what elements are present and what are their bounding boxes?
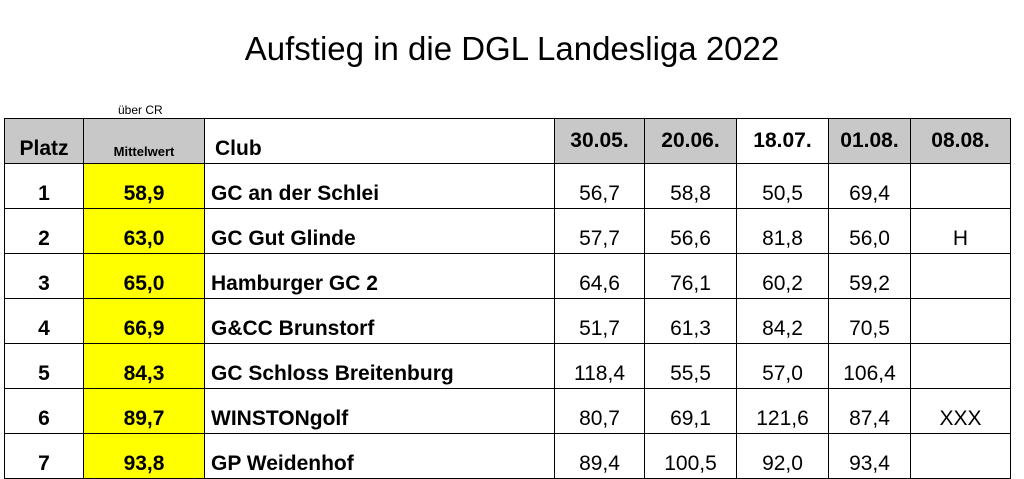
cr-note: über CR bbox=[118, 103, 163, 117]
row-platz: 2 bbox=[4, 208, 84, 254]
row-score: 57,7 bbox=[554, 208, 645, 254]
row-platz: 3 bbox=[4, 253, 84, 299]
row-score: 92,0 bbox=[736, 433, 829, 479]
row-score: 89,4 bbox=[554, 433, 645, 479]
page-title: Aufstieg in die DGL Landesliga 2022 bbox=[244, 30, 780, 67]
row-score: 80,7 bbox=[554, 388, 645, 434]
row-score bbox=[910, 433, 1011, 479]
header-mittelwert: Mittelwert bbox=[83, 118, 205, 164]
row-score: 61,3 bbox=[644, 298, 737, 344]
row-club: WINSTONgolf bbox=[204, 388, 555, 434]
row-platz: 7 bbox=[4, 433, 84, 479]
row-score: 76,1 bbox=[644, 253, 737, 299]
header-date-4: 01.08. bbox=[828, 118, 911, 164]
row-club: GC an der Schlei bbox=[204, 163, 555, 209]
table-row: 3 65,0 Hamburger GC 2 64,6 76,1 60,2 59,… bbox=[4, 253, 1011, 299]
table-row: 1 58,9 GC an der Schlei 56,7 58,8 50,5 6… bbox=[4, 163, 1011, 209]
row-mittelwert: 93,8 bbox=[83, 433, 205, 479]
header-platz: Platz bbox=[4, 118, 84, 164]
row-club: G&CC Brunstorf bbox=[204, 298, 555, 344]
table-row: 5 84,3 GC Schloss Breitenburg 118,4 55,5… bbox=[4, 343, 1011, 389]
row-score: 56,0 bbox=[828, 208, 911, 254]
row-mittelwert: 66,9 bbox=[83, 298, 205, 344]
row-score: 70,5 bbox=[828, 298, 911, 344]
row-score: 100,5 bbox=[644, 433, 737, 479]
row-platz: 1 bbox=[4, 163, 84, 209]
header-club: Club bbox=[204, 118, 555, 164]
row-score: 55,5 bbox=[644, 343, 737, 389]
header-date-1: 30.05. bbox=[554, 118, 645, 164]
row-mittelwert: 63,0 bbox=[83, 208, 205, 254]
row-score: 57,0 bbox=[736, 343, 829, 389]
row-score: 56,7 bbox=[554, 163, 645, 209]
row-platz: 5 bbox=[4, 343, 84, 389]
table-row: 7 93,8 GP Weidenhof 89,4 100,5 92,0 93,4 bbox=[4, 433, 1011, 479]
row-score: XXX bbox=[910, 388, 1011, 434]
row-club: GP Weidenhof bbox=[204, 433, 555, 479]
row-score: H bbox=[910, 208, 1011, 254]
row-score: 69,4 bbox=[828, 163, 911, 209]
header-date-2: 20.06. bbox=[644, 118, 737, 164]
header-date-5: 08.08. bbox=[910, 118, 1011, 164]
row-score: 121,6 bbox=[736, 388, 829, 434]
table-row: 4 66,9 G&CC Brunstorf 51,7 61,3 84,2 70,… bbox=[4, 298, 1011, 344]
row-score: 50,5 bbox=[736, 163, 829, 209]
row-score bbox=[910, 298, 1011, 344]
row-score bbox=[910, 343, 1011, 389]
row-score bbox=[910, 253, 1011, 299]
row-platz: 4 bbox=[4, 298, 84, 344]
row-club: Hamburger GC 2 bbox=[204, 253, 555, 299]
row-platz: 6 bbox=[4, 388, 84, 434]
ranking-table: Platz Mittelwert Club 30.05. 20.06. 18.0… bbox=[4, 118, 1011, 479]
row-score: 64,6 bbox=[554, 253, 645, 299]
header-date-3: 18.07. bbox=[736, 118, 829, 164]
row-mittelwert: 58,9 bbox=[83, 163, 205, 209]
row-score: 51,7 bbox=[554, 298, 645, 344]
table-row: 2 63,0 GC Gut Glinde 57,7 56,6 81,8 56,0… bbox=[4, 208, 1011, 254]
row-score: 60,2 bbox=[736, 253, 829, 299]
row-score: 84,2 bbox=[736, 298, 829, 344]
row-score: 56,6 bbox=[644, 208, 737, 254]
row-score: 118,4 bbox=[554, 343, 645, 389]
row-mittelwert: 89,7 bbox=[83, 388, 205, 434]
row-score: 59,2 bbox=[828, 253, 911, 299]
row-score: 87,4 bbox=[828, 388, 911, 434]
table-row: 6 89,7 WINSTONgolf 80,7 69,1 121,6 87,4 … bbox=[4, 388, 1011, 434]
row-mittelwert: 84,3 bbox=[83, 343, 205, 389]
row-mittelwert: 65,0 bbox=[83, 253, 205, 299]
row-club: GC Schloss Breitenburg bbox=[204, 343, 555, 389]
row-score: 106,4 bbox=[828, 343, 911, 389]
row-score: 93,4 bbox=[828, 433, 911, 479]
header-row: Platz Mittelwert Club 30.05. 20.06. 18.0… bbox=[4, 118, 1011, 164]
row-club: GC Gut Glinde bbox=[204, 208, 555, 254]
row-score: 58,8 bbox=[644, 163, 737, 209]
row-score: 69,1 bbox=[644, 388, 737, 434]
row-score: 81,8 bbox=[736, 208, 829, 254]
row-score bbox=[910, 163, 1011, 209]
